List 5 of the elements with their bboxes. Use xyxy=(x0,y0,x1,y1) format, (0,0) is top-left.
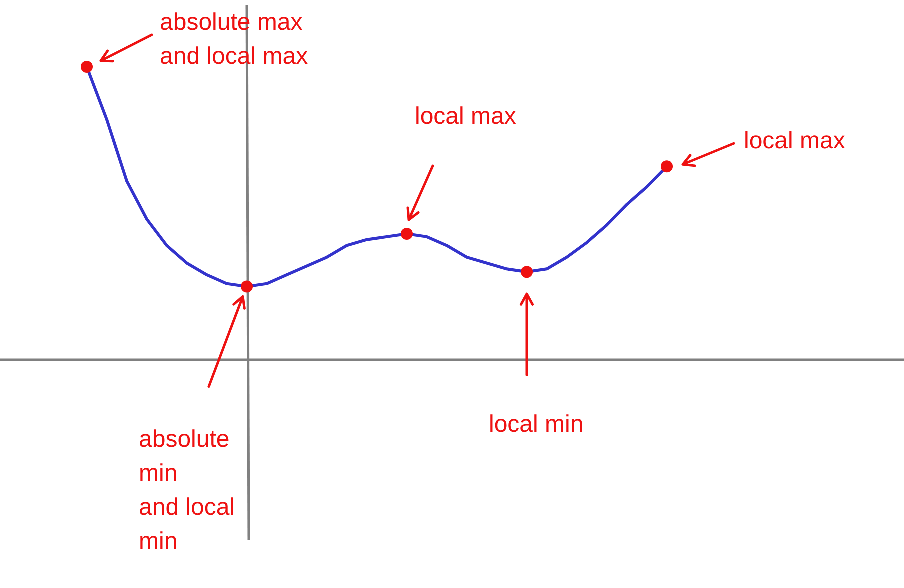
text: local max xyxy=(744,128,846,155)
text: local min xyxy=(489,411,584,438)
text: absolute min and local min xyxy=(139,426,236,555)
annotation: local max xyxy=(415,103,516,130)
annotation: absolute max and local max xyxy=(160,9,308,70)
